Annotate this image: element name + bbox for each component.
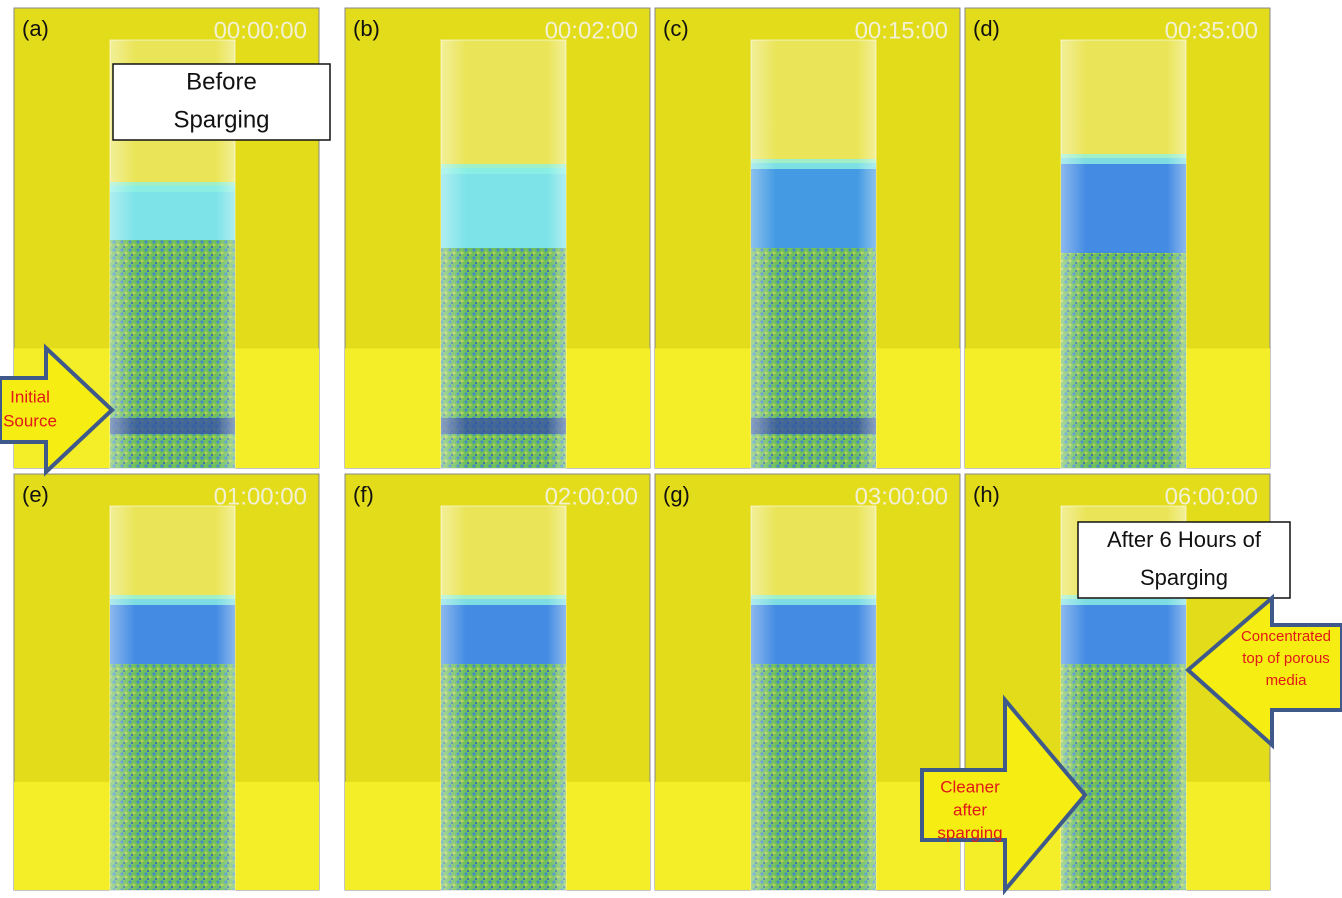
panel-label: (h) (973, 482, 1000, 507)
figure: (a) 00:00:00 (b) 00:02:00 (c) 00:15:00 (d) 00:3… (0, 0, 1342, 898)
panel-label: (a) (22, 16, 49, 41)
panel-label: (f) (353, 482, 374, 507)
timestamp: 00:00:00 (214, 17, 307, 44)
label-text: Sparging (173, 106, 269, 133)
glass-shine (751, 40, 876, 468)
arrow-text: Source (3, 411, 57, 430)
panel: (e) 01:00:00 (14, 474, 319, 890)
glass-shine (110, 506, 235, 890)
panel: (b) 00:02:00 (345, 8, 650, 468)
arrow-text: Initial (10, 387, 50, 406)
glass-shine (441, 40, 566, 468)
panel-label: (d) (973, 16, 1000, 41)
timestamp: 06:00:00 (1165, 483, 1258, 510)
glass-shine (441, 506, 566, 890)
timestamp: 00:15:00 (855, 17, 948, 44)
label-text: Sparging (1140, 565, 1228, 590)
panel: (f) 02:00:00 (345, 474, 650, 890)
panel-label: (b) (353, 16, 380, 41)
arrow-text: media (1266, 672, 1308, 689)
panel: (g) 03:00:00 (655, 474, 960, 890)
glass-shine (751, 506, 876, 890)
arrow-text: Concentrated (1241, 628, 1331, 645)
panel-label: (e) (22, 482, 49, 507)
arrow-text: sparging (937, 823, 1002, 842)
panel: (c) 00:15:00 (655, 8, 960, 468)
glass-shine (1061, 40, 1186, 468)
timestamp: 00:02:00 (545, 17, 638, 44)
timestamp: 03:00:00 (855, 483, 948, 510)
panel-label: (c) (663, 16, 689, 41)
timestamp: 01:00:00 (214, 483, 307, 510)
arrow-text: top of porous (1242, 650, 1330, 667)
label-text: After 6 Hours of (1107, 527, 1262, 552)
panel-label: (g) (663, 482, 690, 507)
arrow-text: after (953, 800, 987, 819)
panel: (d) 00:35:00 (965, 8, 1270, 468)
timestamp: 00:35:00 (1165, 17, 1258, 44)
label-text: Before (186, 68, 257, 95)
timestamp: 02:00:00 (545, 483, 638, 510)
arrow-text: Cleaner (940, 777, 1000, 796)
